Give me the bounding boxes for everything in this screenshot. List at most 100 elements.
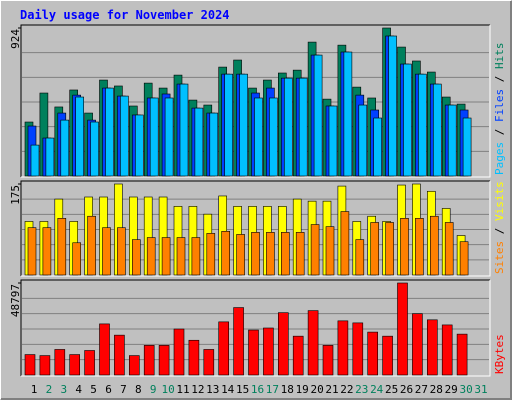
bar xyxy=(367,331,379,376)
bar xyxy=(206,233,216,276)
x-tick-label: 7 xyxy=(120,383,127,396)
x-tick-label: 21 xyxy=(325,383,338,396)
bar xyxy=(224,73,233,177)
bar xyxy=(251,232,260,276)
x-tick-label: 30 xyxy=(459,383,472,396)
bar xyxy=(75,96,84,177)
bar xyxy=(337,320,349,376)
bar xyxy=(298,77,308,177)
bar xyxy=(209,112,219,177)
bar xyxy=(432,83,442,177)
bar xyxy=(415,218,424,276)
bar xyxy=(412,313,423,376)
y-tick-label: 175 xyxy=(9,185,22,205)
x-tick-label: 28 xyxy=(430,383,443,396)
bar xyxy=(39,355,51,376)
bar xyxy=(292,335,304,376)
x-tick-label: 13 xyxy=(206,383,219,396)
bar xyxy=(322,345,334,376)
panel-border-light xyxy=(21,25,491,178)
bar xyxy=(90,121,99,177)
bar xyxy=(325,226,335,276)
bar xyxy=(161,237,171,276)
x-tick-label: 16 xyxy=(251,383,264,396)
legend-separator: / xyxy=(493,69,506,89)
x-tick-label: 22 xyxy=(340,383,353,396)
bar xyxy=(328,105,338,177)
bar xyxy=(400,218,409,276)
bar xyxy=(27,227,37,276)
bar xyxy=(57,218,67,276)
bar xyxy=(310,224,320,276)
x-tick-label: 2 xyxy=(46,383,53,396)
bar xyxy=(30,144,40,177)
bar xyxy=(164,97,174,177)
bar xyxy=(429,215,439,276)
bar xyxy=(99,323,110,376)
bar xyxy=(269,97,278,177)
legend: Pages / Files / Hits xyxy=(493,43,506,176)
panel-border-light xyxy=(21,280,491,377)
panel-border-dark xyxy=(20,180,490,276)
x-tick-label: 15 xyxy=(236,383,249,396)
bar xyxy=(135,114,144,177)
bar xyxy=(373,117,383,177)
panel-border-dark xyxy=(20,24,490,177)
x-tick-label: 27 xyxy=(415,383,428,396)
x-tick-label: 12 xyxy=(191,383,204,396)
y-tick-label: 48797 xyxy=(9,284,22,317)
bar xyxy=(42,227,52,276)
x-tick-label: 4 xyxy=(75,383,82,396)
x-tick-label: 20 xyxy=(310,383,323,396)
bar xyxy=(84,350,95,376)
x-tick-label: 1 xyxy=(31,383,38,396)
bar xyxy=(388,35,397,177)
bar xyxy=(307,310,319,376)
legend-entry: Visits xyxy=(493,181,506,221)
bar xyxy=(441,324,453,376)
bar xyxy=(143,345,155,376)
x-tick-label: 26 xyxy=(400,383,413,396)
bar xyxy=(280,232,290,276)
panel-border-light xyxy=(21,181,491,277)
bar xyxy=(69,354,80,376)
bar xyxy=(343,51,353,177)
x-tick-label: 6 xyxy=(105,383,112,396)
bar xyxy=(114,334,125,376)
legend-entry: Pages xyxy=(493,142,506,175)
bar xyxy=(397,282,408,376)
legend: Sites / Visits xyxy=(493,181,506,274)
legend-entry: Files xyxy=(493,89,506,122)
bar xyxy=(426,319,438,376)
x-tick-label: 5 xyxy=(90,383,97,396)
bar xyxy=(283,77,293,177)
bar xyxy=(102,227,111,276)
bar xyxy=(236,234,245,276)
panel-border-dark xyxy=(20,279,490,376)
x-tick-label: 18 xyxy=(281,383,294,396)
bar xyxy=(179,83,189,177)
bar xyxy=(340,211,350,276)
bar xyxy=(248,329,259,376)
bar xyxy=(203,349,215,376)
legend-entry: KBytes xyxy=(493,334,506,374)
bar xyxy=(239,73,248,177)
bar xyxy=(447,104,457,177)
x-tick-label: 9 xyxy=(150,383,157,396)
bar xyxy=(403,63,412,177)
x-tick-label: 19 xyxy=(296,383,309,396)
legend-separator: / xyxy=(493,221,506,241)
x-tick-label: 10 xyxy=(161,383,174,396)
legend-separator: / xyxy=(493,122,506,142)
x-tick-label: 29 xyxy=(445,383,458,396)
bar xyxy=(105,87,114,177)
legend-entry: Hits xyxy=(493,43,506,70)
bar xyxy=(277,312,289,376)
legend-entry: Sites xyxy=(493,241,506,274)
bar xyxy=(221,231,230,276)
bar xyxy=(352,322,364,376)
x-tick-label: 14 xyxy=(221,383,235,396)
bar xyxy=(254,97,263,177)
